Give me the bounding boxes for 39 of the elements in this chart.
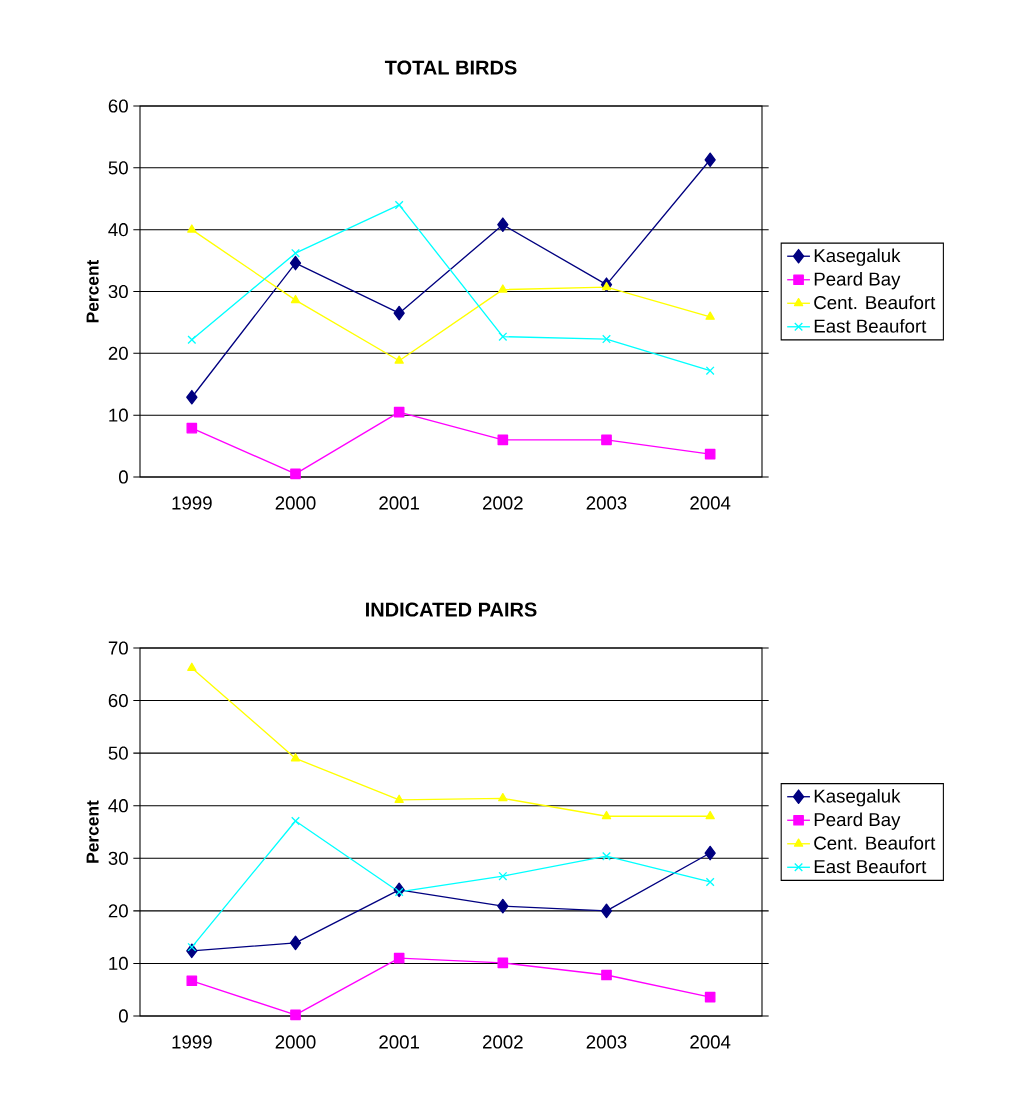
legend-label: Cent. Beaufort — [814, 836, 936, 850]
chart-title: INDICATED PAIRS — [366, 602, 537, 617]
x-tick-label: 2004 — [690, 496, 731, 510]
x-tick-label: 2002 — [483, 496, 523, 510]
x-tick-label: 2002 — [483, 1035, 523, 1049]
y-tick-label: 70 — [108, 641, 128, 655]
legend-label: Kasegaluk — [814, 788, 901, 807]
legend-label: Cent. Beaufort — [814, 295, 936, 310]
y-tick-label: 20 — [108, 346, 128, 360]
y-tick-label: 0 — [118, 1009, 128, 1023]
legend-label: East Beaufort — [814, 319, 927, 333]
chart-title: TOTAL BIRDS — [384, 60, 517, 75]
x-tick-label: 2001 — [379, 496, 420, 510]
x-tick-label: 2003 — [586, 1035, 627, 1049]
y-tick-label: 40 — [108, 223, 128, 237]
y-tick-label: 50 — [108, 161, 128, 175]
legend-label: Peard Bay — [814, 271, 901, 290]
y-tick-label: 10 — [109, 956, 128, 971]
legend-label: Kasegaluk — [814, 248, 901, 266]
y-tick-label: 50 — [108, 746, 128, 760]
x-tick-label: 2000 — [275, 1035, 316, 1049]
y-tick-label: 60 — [108, 99, 128, 113]
x-tick-label: 1999 — [172, 496, 212, 510]
x-tick-label: 2003 — [586, 496, 627, 510]
y-tick-label: 20 — [108, 904, 128, 918]
y-axis-title: Percent — [86, 259, 99, 323]
x-tick-label: 1999 — [172, 1035, 212, 1049]
y-tick-label: 10 — [109, 408, 128, 422]
legend-label: Peard Bay — [814, 812, 901, 830]
y-tick-label: 40 — [108, 799, 128, 813]
x-tick-label: 2001 — [379, 1035, 420, 1049]
x-tick-label: 2004 — [690, 1035, 731, 1049]
y-tick-label: 0 — [118, 470, 128, 484]
x-tick-label: 2000 — [275, 496, 316, 510]
y-tick-label: 60 — [108, 693, 128, 708]
y-tick-label: 30 — [108, 284, 128, 299]
legend-label: East Beaufort — [814, 859, 927, 874]
y-tick-label: 30 — [108, 851, 128, 865]
y-axis-title: Percent — [86, 800, 99, 863]
